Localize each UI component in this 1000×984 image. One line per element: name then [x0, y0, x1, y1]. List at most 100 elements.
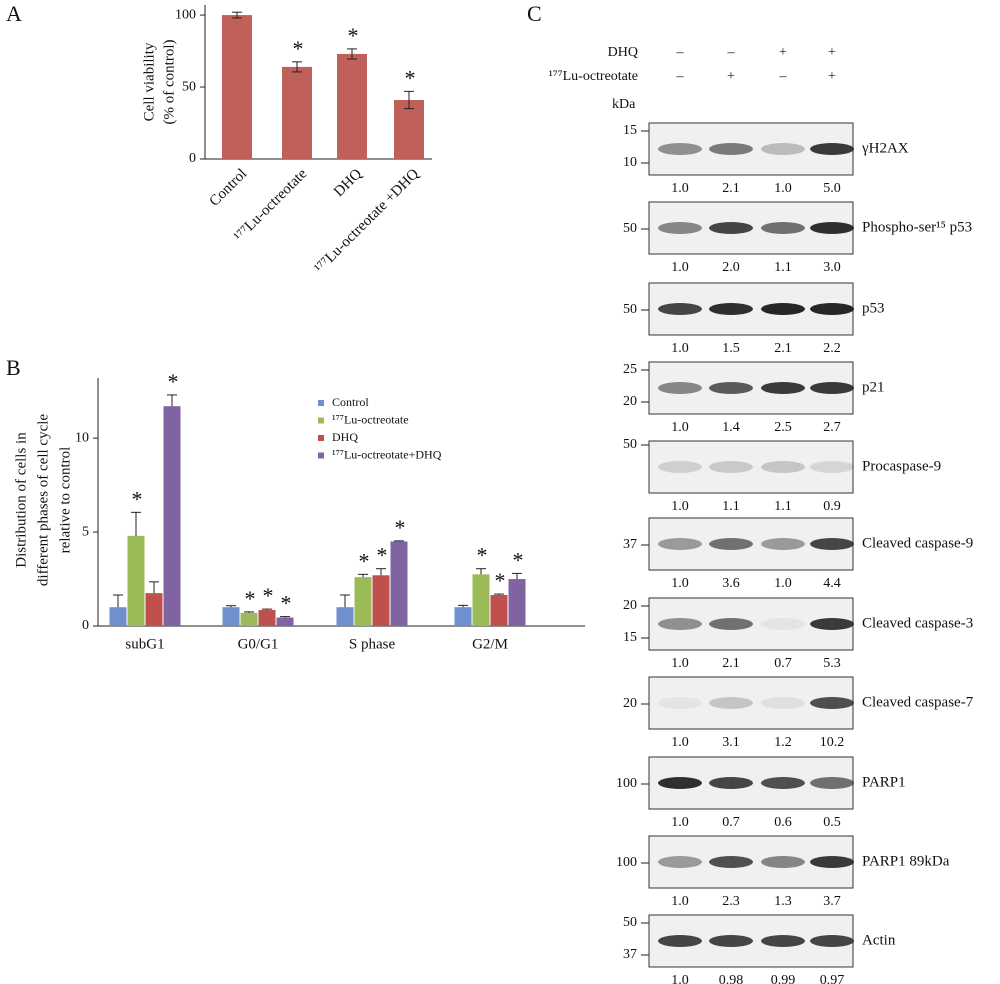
kda-marker: 15 [623, 630, 637, 645]
blot [648, 835, 854, 889]
error-bar [226, 605, 236, 608]
quantification: 0.9 [823, 499, 841, 514]
protein-name: Phospho-ser¹⁵ p53 [862, 219, 972, 235]
bar [276, 617, 294, 626]
quantification: 5.3 [823, 656, 841, 671]
error-bar [394, 540, 404, 542]
band [709, 856, 753, 868]
band [658, 143, 702, 155]
band [761, 143, 805, 155]
band [810, 697, 854, 709]
band [709, 382, 753, 394]
error-bar [149, 581, 159, 594]
error-bar [167, 394, 177, 407]
kda-marker: 37 [623, 537, 637, 552]
protein-name: p53 [862, 300, 885, 316]
quantification: 1.3 [774, 894, 792, 909]
bar [354, 577, 372, 626]
error-bar [292, 61, 302, 73]
bar [222, 15, 252, 159]
condition-sign: + [779, 45, 787, 60]
blot [648, 517, 854, 571]
legend-swatch [318, 452, 324, 459]
y-tick-label: 10 [75, 430, 89, 445]
band [761, 935, 805, 947]
blot [648, 756, 854, 810]
quantification: 1.0 [671, 735, 689, 750]
error-bar [512, 572, 522, 580]
band [810, 382, 854, 394]
quantification: 0.99 [771, 973, 796, 984]
y-tick-label: 50 [182, 79, 196, 94]
quantification: 4.4 [823, 576, 841, 591]
band [658, 777, 702, 789]
kda-marker: 10 [623, 155, 637, 170]
kda-marker: 100 [616, 855, 637, 870]
bar [258, 610, 276, 626]
x-tick-label: DHQ [331, 166, 365, 200]
quantification: 1.0 [671, 973, 689, 984]
significance-marker: * [405, 65, 416, 90]
bar [337, 53, 367, 159]
quantification: 0.6 [774, 815, 792, 830]
blot [648, 122, 854, 176]
band [709, 222, 753, 234]
significance-marker: * [477, 543, 488, 568]
error-bar [262, 608, 272, 611]
bar [454, 607, 472, 626]
band [761, 538, 805, 550]
protein-name: Cleaved caspase-3 [862, 615, 973, 631]
condition-sign: – [676, 69, 685, 84]
significance-marker: * [377, 543, 388, 568]
quantification: 1.1 [774, 260, 792, 275]
blot [648, 361, 854, 415]
quantification: 1.1 [774, 499, 792, 514]
error-bar [358, 573, 368, 578]
quantification: 3.6 [722, 576, 740, 591]
significance-marker: * [395, 515, 406, 540]
band [810, 935, 854, 947]
quantification: 2.1 [722, 656, 740, 671]
condition-name: ¹⁷⁷Lu-octreotate [549, 69, 638, 84]
significance-marker: * [348, 23, 359, 48]
quantification: 0.97 [820, 973, 845, 984]
band [658, 382, 702, 394]
protein-name: PARP1 [862, 774, 906, 790]
band [761, 777, 805, 789]
quantification: 1.0 [671, 420, 689, 435]
bar [127, 535, 145, 626]
x-tick-label: ¹⁷⁷Lu-octreotate +DHQ [312, 166, 423, 277]
band [761, 618, 805, 630]
condition-sign: + [828, 69, 836, 84]
condition-sign: – [727, 45, 736, 60]
legend-label: DHQ [332, 430, 358, 444]
blot [648, 201, 854, 255]
protein-name: Cleaved caspase-9 [862, 535, 973, 551]
quantification: 2.5 [774, 420, 792, 435]
panel-label: A [6, 1, 22, 26]
y-tick-label: 5 [82, 524, 89, 539]
quantification: 3.7 [823, 894, 841, 909]
band [810, 538, 854, 550]
significance-marker: * [168, 369, 179, 394]
condition-sign: + [727, 69, 735, 84]
blot [648, 914, 854, 968]
legend-swatch [318, 400, 324, 406]
condition-sign: – [779, 69, 788, 84]
y-axis-label: different phases of cell cycle [35, 414, 51, 586]
bar [394, 99, 424, 159]
bar [163, 406, 181, 626]
panel-label: B [6, 355, 21, 380]
band [709, 461, 753, 473]
quantification: 1.0 [671, 341, 689, 356]
band [761, 856, 805, 868]
legend-label: ¹⁷⁷Lu-octreotate+DHQ [332, 447, 442, 461]
legend-swatch [318, 435, 324, 441]
bar [490, 595, 508, 626]
quantification: 1.0 [671, 576, 689, 591]
panel-label: C [527, 1, 542, 26]
y-axis-label: relative to control [57, 447, 73, 554]
significance-marker: * [245, 586, 256, 611]
x-tick-label: G0/G1 [238, 636, 279, 652]
